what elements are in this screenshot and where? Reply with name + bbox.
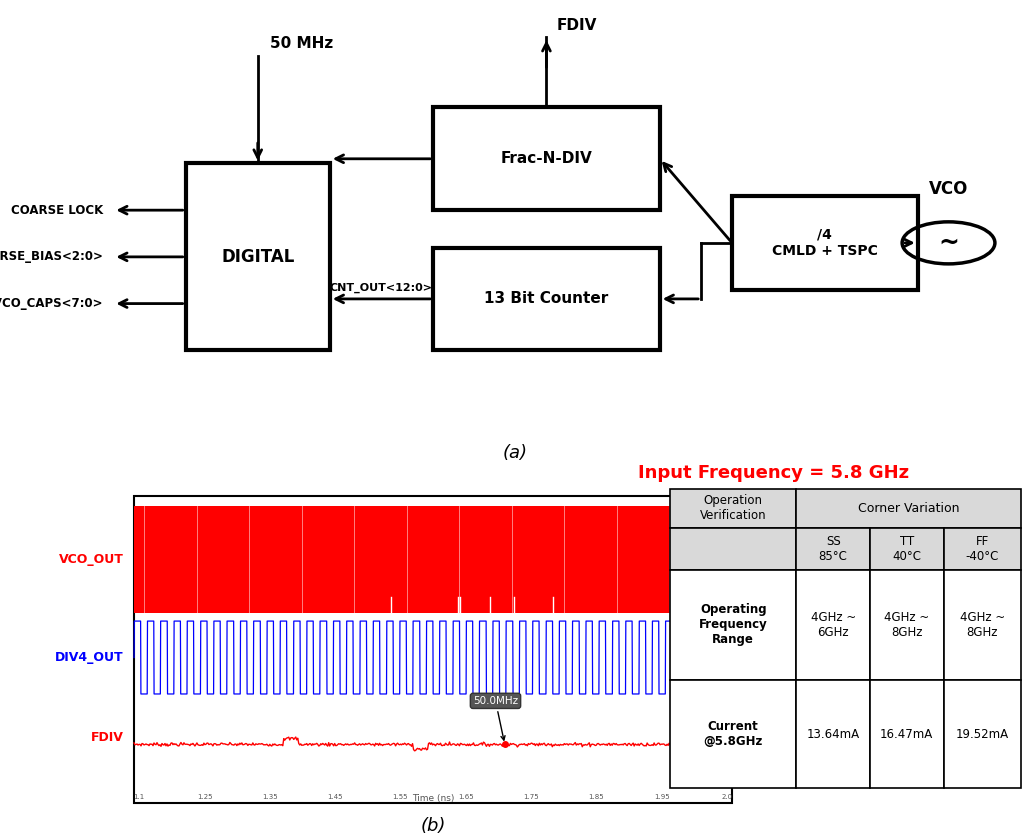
Bar [870,528,943,570]
Text: DIGITAL: DIGITAL [221,248,295,266]
Text: 1.35: 1.35 [262,794,277,801]
Text: 1.85: 1.85 [589,794,604,801]
Bar [670,489,796,528]
Bar [670,528,796,570]
Text: 4GHz ~
8GHz: 4GHz ~ 8GHz [885,610,929,639]
Text: VCO_OUT: VCO_OUT [59,553,124,565]
Bar [732,196,918,289]
Bar [186,163,330,350]
Bar [134,496,732,803]
Bar [870,570,943,681]
Text: 1.1: 1.1 [134,794,144,801]
Text: 13 Bit Counter: 13 Bit Counter [485,291,608,306]
Bar [670,681,796,788]
Text: (b): (b) [421,817,445,834]
Text: DIV4_OUT: DIV4_OUT [55,651,124,664]
Text: 2.0: 2.0 [722,794,732,801]
Bar [134,505,732,613]
Text: 1.95: 1.95 [654,794,669,801]
Bar [796,489,1021,528]
Text: 4GHz ~
8GHz: 4GHz ~ 8GHz [960,610,1005,639]
Text: 1.45: 1.45 [327,794,343,801]
Text: 13.64mA: 13.64mA [806,727,860,741]
Text: Frac-N-DIV: Frac-N-DIV [501,151,592,166]
Text: FF
-40°C: FF -40°C [965,535,999,563]
Text: COARSE_BIAS<2:0>: COARSE_BIAS<2:0> [0,250,103,264]
Text: 4GHz ~
6GHz: 4GHz ~ 6GHz [810,610,856,639]
Bar [943,570,1021,681]
Text: 16.47mA: 16.47mA [880,727,933,741]
Text: 19.52mA: 19.52mA [956,727,1008,741]
Text: FDIV: FDIV [557,18,597,33]
Text: ~: ~ [938,231,959,255]
Text: Input Frequency = 5.8 GHz: Input Frequency = 5.8 GHz [638,465,908,482]
Bar [433,248,660,350]
Bar [943,681,1021,788]
Text: VCO: VCO [929,180,968,198]
Text: O_VCO_CAPS<7:0>: O_VCO_CAPS<7:0> [0,297,103,310]
Text: 1.75: 1.75 [523,794,539,801]
Text: COARSE LOCK: COARSE LOCK [11,203,103,217]
Text: Current
@5.8GHz: Current @5.8GHz [703,720,763,748]
Text: Operation
Verification: Operation Verification [700,495,767,522]
Text: 1.25: 1.25 [197,794,212,801]
Text: Operating
Frequency
Range: Operating Frequency Range [699,603,768,646]
Bar [796,681,870,788]
Text: FDIV: FDIV [91,731,124,744]
Text: 1.65: 1.65 [458,794,473,801]
Text: Corner Variation: Corner Variation [858,502,959,515]
Text: 50 MHz: 50 MHz [270,37,333,52]
Text: 1.55: 1.55 [393,794,408,801]
Text: SS
85°C: SS 85°C [819,535,847,563]
Text: (a): (a) [503,444,528,462]
Text: Time (ns): Time (ns) [411,793,455,802]
Bar [943,528,1021,570]
Text: TT
40°C: TT 40°C [892,535,922,563]
Bar [670,570,796,681]
Text: 50MHz: 50MHz [669,751,722,765]
Text: CNT_OUT<12:0>: CNT_OUT<12:0> [330,283,433,294]
Bar [796,528,870,570]
Bar [796,570,870,681]
Text: /4
CMLD + TSPC: /4 CMLD + TSPC [772,228,877,258]
Text: 50.0MHz: 50.0MHz [473,696,518,740]
Bar [433,108,660,210]
Bar [870,681,943,788]
